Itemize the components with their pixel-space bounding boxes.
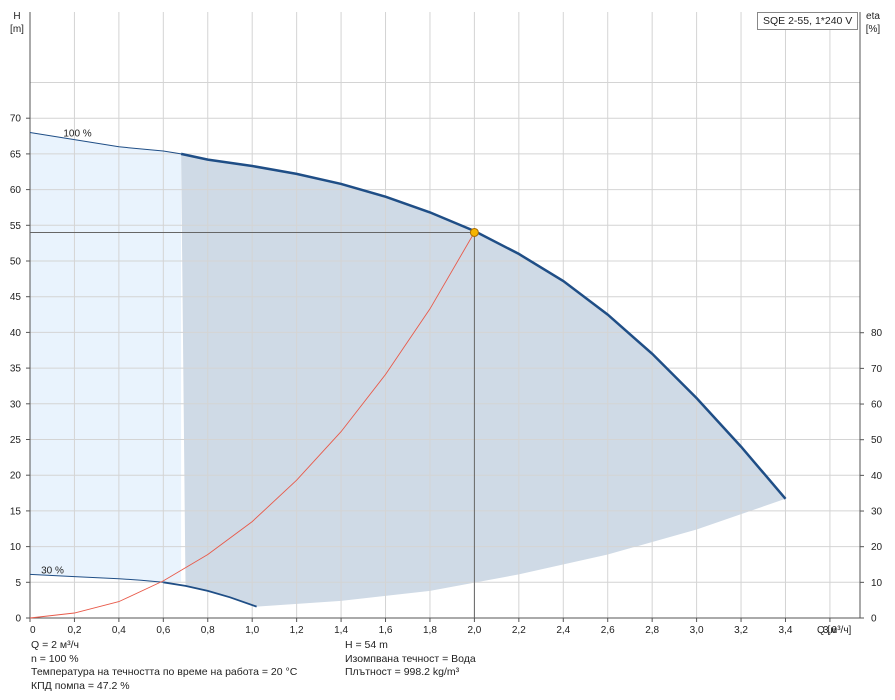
y-tick-label: 60 (10, 185, 22, 196)
y-axis-title-name: H (13, 11, 20, 22)
x-tick-label: 3,6 (823, 625, 837, 636)
info-left: Q = 2 м³/ч n = 100 % Температура на течн… (31, 639, 297, 693)
y-tick-label: 55 (10, 221, 22, 232)
y2-tick-label: 10 (871, 578, 883, 589)
y2-tick-label: 70 (871, 364, 883, 375)
y-axis-title-unit: [m] (10, 24, 24, 35)
chart-title: SQE 2-55, 1*240 V (757, 12, 859, 30)
x-tick-label: 3,4 (779, 625, 793, 636)
y-tick-label: 65 (10, 149, 22, 160)
curve-30-percent (163, 581, 257, 608)
y2-tick-label: 20 (871, 542, 883, 553)
info-efficiency: КПД помпа = 47.2 % (31, 679, 130, 692)
x-tick-label: 2,2 (512, 625, 526, 636)
y-tick-label: 45 (10, 292, 22, 303)
y-tick-label: 25 (10, 435, 22, 446)
y2-tick-label: 60 (871, 400, 883, 411)
x-tick-label: 3,2 (734, 625, 748, 636)
series-label-100: 100 % (63, 128, 91, 139)
light-region (30, 132, 182, 583)
info-liquid: Изомпвана течност = Вода (345, 652, 476, 665)
system-curve (29, 232, 475, 619)
y-tick-label: 40 (10, 328, 22, 339)
y-tick-label: 50 (10, 257, 22, 268)
y-tick-label: 0 (15, 614, 21, 625)
info-temperature: Температура на течността по време на раб… (31, 666, 298, 678)
x-tick-label: 1,6 (379, 625, 393, 636)
x-tick-label: 2,8 (645, 625, 659, 636)
x-tick-label: 1,8 (423, 625, 437, 636)
info-head: H = 54 m (345, 639, 388, 651)
y-tick-label: 35 (10, 364, 22, 375)
x-axis-title: Q [м³/ч] (817, 625, 852, 636)
x-tick-label: 2,6 (601, 625, 615, 636)
x-tick-label: 1,0 (245, 625, 259, 636)
y2-tick-label: 30 (871, 507, 883, 518)
y-tick-label: 10 (10, 542, 22, 553)
x-tick-label: 3,0 (690, 625, 704, 636)
y2-tick-label: 80 (871, 328, 883, 339)
x-tick-label: 0,4 (112, 625, 126, 636)
curve-100-thin (29, 132, 182, 155)
duty-point-marker (469, 227, 479, 237)
y-tick-label: 5 (15, 578, 21, 589)
y2-tick-label: 40 (871, 471, 883, 482)
y-tick-label: 70 (10, 114, 22, 125)
x-tick-label: 1,4 (334, 625, 348, 636)
x-tick-label: 0,6 (156, 625, 170, 636)
x-tick-label: 0 (30, 625, 36, 636)
info-right: H = 54 m Изомпвана течност = Вода Плътно… (345, 639, 476, 680)
y2-tick-label: 0 (871, 614, 877, 625)
y-tick-label: 20 (10, 471, 22, 482)
y-tick-label: 30 (10, 399, 22, 410)
info-speed: n = 100 % (31, 652, 79, 665)
x-tick-label: 2,4 (556, 625, 570, 636)
info-flow: Q = 2 м³/ч (31, 639, 79, 651)
y-tick-label: 15 (10, 506, 22, 517)
x-tick-label: 0,2 (67, 625, 81, 636)
operating-region (181, 153, 786, 607)
y2-axis-title-name: eta (866, 11, 880, 22)
y2-axis-title-unit: [%] (866, 24, 881, 35)
x-tick-label: 0,8 (201, 625, 215, 636)
curve-30-thin (29, 573, 164, 583)
x-tick-label: 1,2 (290, 625, 304, 636)
series-label-30: 30 % (41, 565, 64, 576)
y2-tick-label: 50 (871, 435, 883, 446)
info-density: Плътност = 998.2 kg/m³ (345, 666, 460, 678)
x-tick-label: 2,0 (467, 625, 481, 636)
